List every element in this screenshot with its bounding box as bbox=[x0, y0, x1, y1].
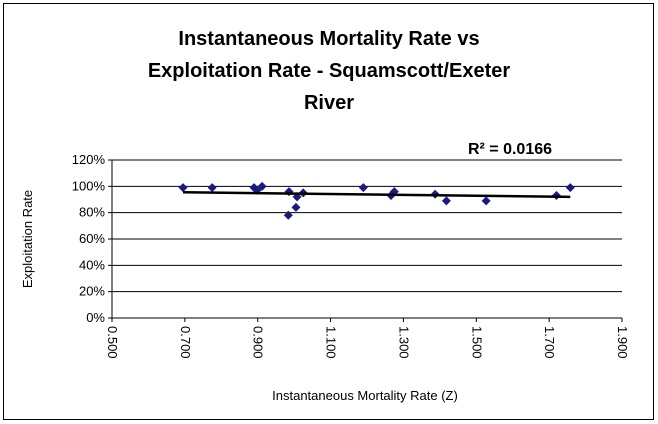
data-point bbox=[249, 183, 259, 193]
x-axis-title: Instantaneous Mortality Rate (Z) bbox=[272, 388, 458, 403]
y-tick-label: 40% bbox=[79, 257, 105, 272]
x-tick-label: 1.900 bbox=[615, 326, 630, 359]
x-tick-label: 0.700 bbox=[178, 326, 193, 359]
y-tick-label: 0% bbox=[86, 310, 105, 325]
x-tick-label: 1.500 bbox=[469, 326, 484, 359]
data-point bbox=[207, 183, 217, 193]
data-point bbox=[178, 183, 188, 193]
x-tick-label: 0.500 bbox=[105, 326, 120, 359]
y-axis-title: Exploitation Rate bbox=[20, 190, 35, 288]
data-point bbox=[283, 210, 293, 220]
chart-title: River bbox=[304, 92, 354, 114]
data-point bbox=[565, 183, 575, 193]
y-tick-label: 60% bbox=[79, 231, 105, 246]
data-point bbox=[441, 196, 451, 206]
x-tick-label: 0.900 bbox=[251, 326, 266, 359]
y-tick-label: 20% bbox=[79, 284, 105, 299]
x-tick-label: 1.700 bbox=[542, 326, 557, 359]
trendline bbox=[183, 191, 571, 199]
y-tick-label: 80% bbox=[79, 205, 105, 220]
data-point bbox=[481, 196, 491, 206]
x-tick-label: 1.300 bbox=[396, 326, 411, 359]
data-point bbox=[291, 202, 301, 212]
chart-title: Instantaneous Mortality Rate vs bbox=[178, 28, 479, 50]
data-point bbox=[257, 181, 267, 191]
chart-title: Exploitation Rate - Squamscott/Exeter bbox=[148, 60, 511, 82]
annotation: R² = 0.0166 bbox=[468, 141, 552, 158]
y-tick-label: 120% bbox=[72, 152, 106, 167]
data-point bbox=[358, 183, 368, 193]
x-tick-label: 1.100 bbox=[324, 326, 339, 359]
y-tick-label: 100% bbox=[72, 178, 106, 193]
